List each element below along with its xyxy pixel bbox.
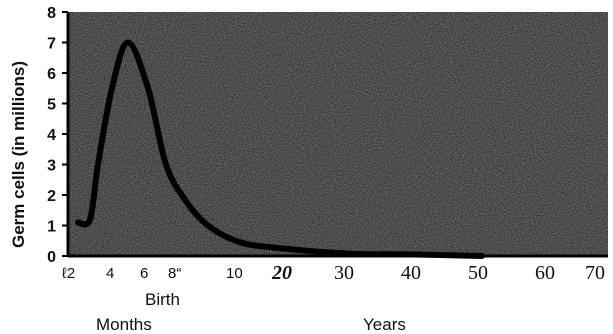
y-tick-labels: 0 1 2 3 4 5 6 7 8 [47,5,68,266]
x-tick-60: 60 [535,262,555,284]
y-tick-label: 3 [47,158,56,175]
x-tick-20: 20 [271,262,292,284]
x-tick-40: 40 [401,262,421,284]
plot-texture [68,12,608,256]
x-tick-10: 10 [226,265,243,282]
x-tick-4: 4 [106,265,114,282]
y-tick-label: 4 [47,127,56,144]
y-tick-label: 6 [47,66,56,83]
birth-label: Birth [145,290,180,309]
x-tick-70: 70 [585,262,605,284]
y-axis-label: Germ cells (in millions) [9,61,28,248]
x-tick-6: 6 [140,265,148,282]
x-tick-30: 30 [334,262,354,284]
y-tick-label: 8 [47,5,56,22]
y-tick-label: 2 [47,188,56,205]
years-label: Years [363,315,406,334]
y-tick-label: 1 [47,219,56,236]
series-line-germ-cells [75,39,485,259]
x-tick-2: ℓ2 [62,265,75,282]
x-tick-50: 50 [468,262,488,284]
x-tick-8: 8“ [168,265,181,282]
months-label: Months [96,315,152,334]
y-tick-label: 7 [47,36,56,53]
y-tick-label: 5 [47,97,56,114]
y-tick-label: 0 [47,249,56,266]
